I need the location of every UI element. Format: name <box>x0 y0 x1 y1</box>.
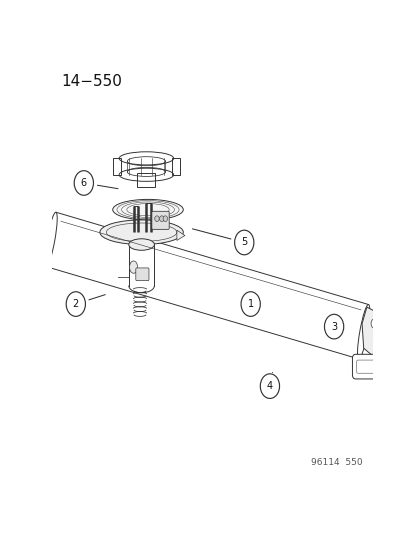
Ellipse shape <box>45 212 57 266</box>
Polygon shape <box>46 212 368 359</box>
Ellipse shape <box>100 220 183 245</box>
Text: 5: 5 <box>240 238 247 247</box>
Circle shape <box>240 292 260 317</box>
Ellipse shape <box>357 304 369 359</box>
Ellipse shape <box>128 239 154 251</box>
Circle shape <box>234 230 253 255</box>
FancyBboxPatch shape <box>351 354 379 379</box>
Circle shape <box>154 216 159 222</box>
Text: 6: 6 <box>81 178 87 188</box>
Polygon shape <box>361 307 387 357</box>
Circle shape <box>163 216 167 222</box>
FancyBboxPatch shape <box>172 158 180 175</box>
Circle shape <box>66 292 85 317</box>
Polygon shape <box>176 230 185 240</box>
Circle shape <box>159 216 164 222</box>
Ellipse shape <box>129 261 137 273</box>
Ellipse shape <box>112 199 183 220</box>
Text: 1: 1 <box>247 299 253 309</box>
Circle shape <box>370 319 378 328</box>
Circle shape <box>324 314 343 339</box>
Circle shape <box>74 171 93 195</box>
Text: 3: 3 <box>330 321 336 332</box>
Text: 14−550: 14−550 <box>61 74 122 89</box>
Text: 96114  550: 96114 550 <box>311 458 362 467</box>
Text: 2: 2 <box>73 299 79 309</box>
FancyBboxPatch shape <box>137 173 155 187</box>
FancyBboxPatch shape <box>112 158 121 175</box>
FancyBboxPatch shape <box>152 211 169 229</box>
FancyBboxPatch shape <box>135 268 149 281</box>
Text: 4: 4 <box>266 381 272 391</box>
Circle shape <box>260 374 279 399</box>
